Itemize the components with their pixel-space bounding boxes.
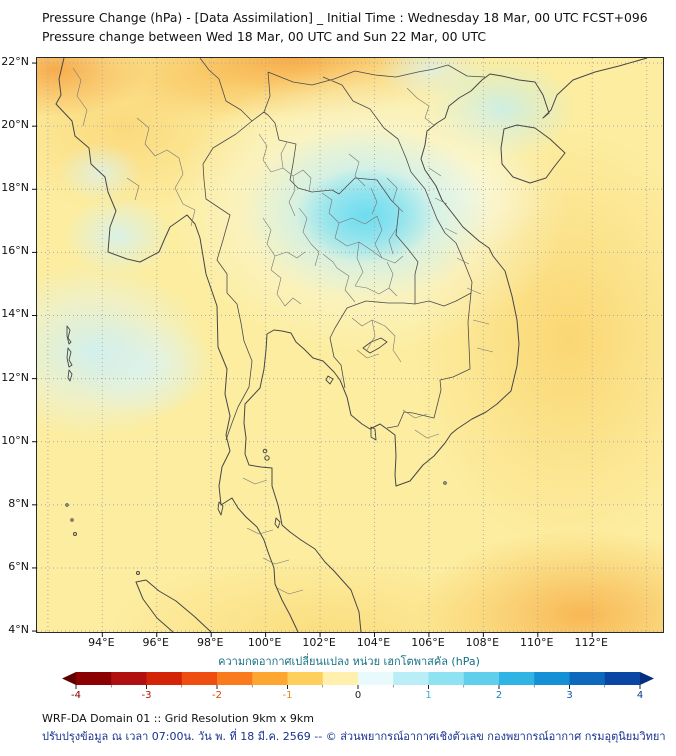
- colorbar-label: ความกดอากาศเปลี่ยนแปลง หน่วย เฮกโตพาสคัล…: [218, 655, 480, 668]
- x-axis-label: 98°E: [196, 636, 224, 649]
- border-lines: [199, 57, 486, 441]
- island-dot: [443, 481, 447, 485]
- x-axis-label: 106°E: [411, 636, 445, 649]
- colorbar-tick-label: 1: [425, 690, 432, 701]
- colorbar-segment: [393, 672, 429, 685]
- colorbar-segment: [76, 672, 112, 685]
- island-dot: [262, 448, 268, 454]
- y-axis-label: 6°N: [8, 559, 29, 573]
- colorbar-tick-label: 4: [636, 690, 644, 701]
- x-axis-label: 112°E: [574, 636, 608, 649]
- province-lines: [72, 67, 494, 595]
- x-axis-label: 96°E: [142, 636, 169, 649]
- colorbar-segment: [604, 672, 641, 685]
- island-dot: [73, 532, 77, 536]
- y-axis-label: 20°N: [1, 118, 29, 132]
- y-axis-label: 10°N: [1, 433, 29, 447]
- colorbar-tick-label: -2: [212, 690, 222, 701]
- map-plot-area: [32, 57, 664, 637]
- x-axis-label: 108°E: [465, 636, 500, 649]
- colorbar-arrow: [640, 672, 654, 685]
- colorbar-tick-label: -1: [282, 690, 293, 701]
- x-axis-label: 110°E: [520, 636, 554, 649]
- colorbar-gradient: [62, 672, 654, 689]
- footer-agency-info: ปรับปรุงข้อมูล ณ เวลา 07:00น. วัน พ. ที่…: [42, 730, 666, 743]
- y-axis-label: 8°N: [8, 496, 29, 510]
- y-axis-label: 4°N: [8, 623, 29, 637]
- country-borders: [199, 57, 486, 441]
- colorbar-segment: [287, 672, 324, 685]
- colorbar-tick-label: -3: [141, 690, 152, 701]
- y-axis-labels: 22°N 20°N 18°N 16°N 14°N 12°N 10°N 8°N 6°N 4°N: [0, 0, 29, 756]
- colorbar-segment: [428, 672, 465, 685]
- x-axis-label: 94°E: [88, 636, 115, 649]
- colorbar-tick-label: -4: [71, 690, 81, 701]
- colorbar-arrow: [62, 672, 76, 685]
- colorbar-segment: [499, 672, 535, 685]
- colorbar-segment: [181, 672, 218, 685]
- island-dot: [65, 503, 69, 507]
- colorbar-segment: [569, 672, 606, 685]
- x-axis-label: 100°E: [247, 636, 282, 649]
- colorbar-tick-labels: -4 -3 -2 -1 0 1 2 3 4: [62, 690, 654, 702]
- page-subtitle: Pressure change between Wed 18 Mar, 00 U…: [42, 29, 487, 44]
- y-axis-label: 18°N: [1, 181, 29, 195]
- y-axis-label: 22°N: [1, 55, 29, 69]
- colorbar-segment: [534, 672, 570, 685]
- map-overlay: [32, 57, 663, 637]
- grid-lines: [37, 58, 663, 632]
- islands-and-lakes: [66, 325, 388, 529]
- footer-model-info: WRF-DA Domain 01 :: Grid Resolution 9km …: [42, 712, 314, 725]
- colorbar-segment: [146, 672, 183, 685]
- colorbar-tick-label: 0: [354, 690, 362, 701]
- coastlines: [55, 57, 648, 633]
- x-axis-label: 102°E: [302, 636, 336, 649]
- y-axis-label: 14°N: [1, 307, 29, 321]
- x-axis-labels: 94°E 96°E 98°E 100°E 102°E 104°E 106°E 108°E 110…: [0, 636, 676, 650]
- y-axis-label: 12°N: [1, 370, 29, 384]
- coastline-mainland: [55, 57, 648, 633]
- colorbar-segment: [463, 672, 500, 685]
- colorbar: [62, 672, 654, 690]
- island-dot: [136, 571, 140, 575]
- colorbar-segment: [217, 672, 253, 685]
- axis-ticks: [32, 62, 593, 637]
- island-dot: [70, 518, 74, 522]
- colorbar-segment: [111, 672, 147, 685]
- island-dot: [264, 455, 270, 461]
- colorbar-tick-label: 3: [566, 690, 573, 701]
- page-title: Pressure Change (hPa) - [Data Assimilati…: [42, 10, 648, 25]
- y-axis-label: 16°N: [1, 244, 29, 258]
- colorbar-segment: [322, 672, 359, 685]
- province-boundaries: [72, 67, 494, 595]
- pressure-change-field: [37, 58, 663, 632]
- colorbar-tick-label: 2: [495, 690, 503, 701]
- colorbar-segment: [358, 672, 394, 685]
- x-axis-label: 104°E: [356, 636, 391, 649]
- colorbar-segment: [252, 672, 288, 685]
